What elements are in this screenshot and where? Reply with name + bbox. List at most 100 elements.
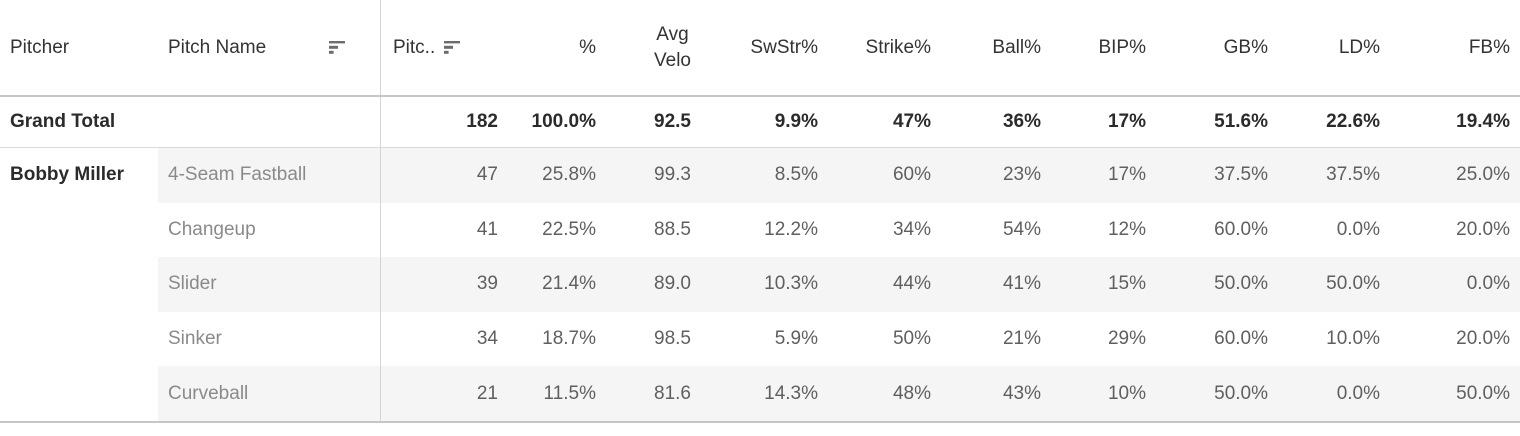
cell-bip[interactable]: 17% [1107, 111, 1146, 132]
column-header-avg-velo[interactable]: Avg Velo [596, 0, 691, 95]
cell-pitches[interactable]: 39 [380, 257, 498, 312]
cell-ball[interactable]: 54% [1002, 218, 1041, 240]
table-row: Bobby Miller 4-Seam Fastball 47 25.8% 99… [0, 148, 1520, 203]
cell-avg-velo[interactable]: 88.5 [654, 218, 691, 240]
column-header-ld[interactable]: LD% [1268, 0, 1380, 95]
cell-gb[interactable]: 60.0% [1214, 328, 1268, 350]
column-header-strike[interactable]: Strike% [818, 0, 931, 95]
cell-gb[interactable]: 37.5% [1146, 148, 1268, 203]
cell-swstr[interactable]: 10.3% [691, 257, 818, 312]
column-header-pitcher[interactable]: Pitcher [0, 0, 158, 95]
cell-ball[interactable]: 36% [1002, 111, 1041, 132]
cell-gb[interactable]: 50.0% [1146, 366, 1268, 421]
cell-bip[interactable]: 17% [1041, 148, 1146, 203]
grand-total-label[interactable]: Grand Total [10, 111, 116, 132]
cell-gb[interactable]: 60.0% [1214, 218, 1268, 240]
pitch-stats-table: Pitcher Pitch Name Pitc.. % Avg Velo SwS… [0, 0, 1520, 423]
pitcher-row-header-empty [0, 366, 158, 421]
column-header-pitch-name-label: Pitch Name [168, 36, 267, 58]
column-header-pitches[interactable]: Pitc.. [380, 0, 498, 95]
cell-fb[interactable]: 25.0% [1380, 148, 1510, 203]
column-header-fb[interactable]: FB% [1380, 0, 1510, 95]
column-header-ball-label: Ball% [992, 36, 1041, 58]
table-row: Curveball 21 11.5% 81.6 14.3% 48% 43% 10… [0, 366, 1520, 421]
cell-pitches[interactable]: 47 [380, 148, 498, 203]
cell-avg-velo[interactable]: 81.6 [596, 366, 691, 421]
column-header-bip[interactable]: BIP% [1041, 0, 1146, 95]
cell-fb[interactable]: 20.0% [1456, 218, 1510, 240]
cell-ld[interactable]: 0.0% [1336, 218, 1380, 240]
cell-avg-velo[interactable]: 99.3 [596, 148, 691, 203]
cell-gb[interactable]: 50.0% [1146, 257, 1268, 312]
column-header-ld-label: LD% [1338, 36, 1380, 58]
cell-fb[interactable]: 50.0% [1380, 366, 1510, 421]
header-spacer [1510, 0, 1520, 95]
pitcher-row-header-empty [0, 202, 158, 258]
cell-ld[interactable]: 0.0% [1268, 366, 1380, 421]
pitch-name-row-header[interactable]: Changeup [168, 218, 256, 240]
cell-ball[interactable]: 41% [931, 257, 1041, 312]
cell-gb[interactable]: 51.6% [1214, 111, 1268, 132]
cell-strike[interactable]: 50% [892, 328, 931, 350]
cell-pct[interactable]: 22.5% [542, 218, 596, 240]
pitcher-row-header[interactable]: Bobby Miller [0, 148, 158, 203]
cell-ld[interactable]: 50.0% [1268, 257, 1380, 312]
cell-swstr[interactable]: 12.2% [764, 218, 818, 240]
cell-swstr[interactable]: 14.3% [691, 366, 818, 421]
cell-strike[interactable]: 60% [818, 148, 931, 203]
column-header-strike-label: Strike% [865, 36, 931, 58]
sort-descending-icon[interactable] [329, 41, 346, 54]
table-row: Slider 39 21.4% 89.0 10.3% 44% 41% 15% 5… [0, 257, 1520, 312]
cell-swstr[interactable]: 8.5% [691, 148, 818, 203]
sort-descending-icon[interactable] [444, 41, 461, 54]
cell-pct[interactable]: 25.8% [498, 148, 596, 203]
cell-pct[interactable]: 100.0% [531, 111, 596, 132]
cell-ball[interactable]: 21% [1002, 328, 1041, 350]
pitch-name-row-header[interactable]: Curveball [158, 366, 380, 421]
cell-strike[interactable]: 48% [818, 366, 931, 421]
cell-ld[interactable]: 37.5% [1268, 148, 1380, 203]
cell-ball[interactable]: 23% [931, 148, 1041, 203]
row-spacer [1510, 97, 1520, 147]
column-header-ball[interactable]: Ball% [931, 0, 1041, 95]
pitch-name-row-header[interactable]: Slider [158, 257, 380, 312]
cell-avg-velo[interactable]: 98.5 [654, 328, 691, 350]
cell-fb[interactable]: 20.0% [1456, 328, 1510, 350]
cell-ld[interactable]: 10.0% [1326, 328, 1380, 350]
cell-bip[interactable]: 10% [1041, 366, 1146, 421]
cell-strike[interactable]: 34% [892, 218, 931, 240]
cell-pitches[interactable]: 41 [380, 202, 498, 258]
cell-ball[interactable]: 43% [931, 366, 1041, 421]
cell-strike[interactable]: 47% [892, 111, 931, 132]
pitch-name-row-header[interactable]: Sinker [168, 328, 222, 350]
pitcher-row-header-empty [0, 311, 158, 367]
row-spacer [1510, 203, 1520, 258]
cell-ld[interactable]: 22.6% [1326, 111, 1380, 132]
cell-bip[interactable]: 15% [1041, 257, 1146, 312]
table-row: Sinker 34 18.7% 98.5 5.9% 50% 21% 29% 60… [0, 311, 1520, 367]
pitch-name-row-header[interactable]: 4-Seam Fastball [158, 148, 380, 203]
column-header-bip-label: BIP% [1098, 36, 1146, 58]
table-bottom-border [0, 420, 1520, 423]
column-header-swstr[interactable]: SwStr% [691, 0, 818, 95]
cell-pct[interactable]: 11.5% [498, 366, 596, 421]
cell-pitches[interactable]: 182 [380, 97, 498, 147]
cell-avg-velo[interactable]: 92.5 [654, 111, 691, 132]
cell-bip[interactable]: 29% [1107, 328, 1146, 350]
cell-fb[interactable]: 0.0% [1380, 257, 1510, 312]
cell-fb[interactable]: 19.4% [1456, 111, 1510, 132]
cell-pitches[interactable]: 21 [380, 366, 498, 421]
cell-pct[interactable]: 18.7% [542, 328, 596, 350]
column-header-avg-velo-label: Avg Velo [654, 23, 691, 71]
cell-pitches[interactable]: 34 [380, 311, 498, 367]
cell-avg-velo[interactable]: 89.0 [596, 257, 691, 312]
column-header-pct[interactable]: % [498, 0, 596, 95]
cell-bip[interactable]: 12% [1107, 218, 1146, 240]
cell-strike[interactable]: 44% [818, 257, 931, 312]
column-header-pitch-name[interactable]: Pitch Name [158, 0, 380, 95]
cell-pct[interactable]: 21.4% [498, 257, 596, 312]
column-header-gb[interactable]: GB% [1146, 0, 1268, 95]
cell-swstr[interactable]: 5.9% [774, 328, 818, 350]
pitcher-row-header-empty [0, 257, 158, 312]
cell-swstr[interactable]: 9.9% [774, 111, 818, 132]
